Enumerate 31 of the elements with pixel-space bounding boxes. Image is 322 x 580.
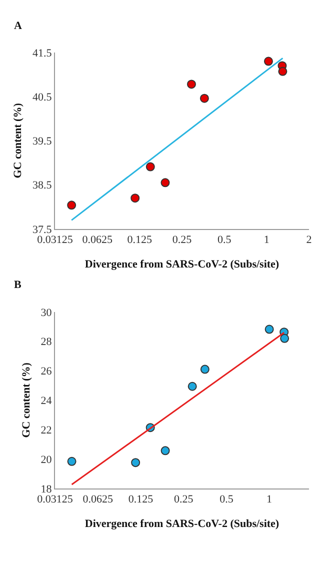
x-tick-label: 0.5 bbox=[220, 494, 234, 506]
y-tick-label: 30 bbox=[40, 306, 52, 319]
y-tick-label: 22 bbox=[40, 424, 52, 436]
y-tick-label: 18 bbox=[40, 483, 52, 496]
x-tick-label: 2 bbox=[306, 234, 312, 246]
x-tick-label: 0.0625 bbox=[82, 234, 113, 246]
y-axis-title: GC content (%) bbox=[12, 102, 24, 178]
x-tick-label: 0.25 bbox=[174, 494, 194, 506]
chart-title: B bbox=[14, 279, 22, 291]
x-tick-label: 0.03125 bbox=[37, 494, 74, 506]
x-tick-label: 0.125 bbox=[128, 494, 154, 506]
y-tick-label: 24 bbox=[40, 395, 52, 408]
y-axis-title: GC content (%) bbox=[20, 362, 32, 438]
y-tick-label: 40.5 bbox=[32, 91, 52, 104]
x-tick-label: 0.5 bbox=[217, 234, 232, 246]
x-tick-label: 0.25 bbox=[172, 234, 192, 246]
y-tick-label: 28 bbox=[40, 336, 52, 348]
x-tick-label: 0.125 bbox=[127, 234, 153, 246]
x-tick-label: 0.0625 bbox=[82, 494, 114, 506]
x-axis-title: Divergence from SARS-CoV-2 (Subs/site) bbox=[84, 518, 280, 530]
y-tick-label: 20 bbox=[40, 454, 52, 466]
x-tick-label: 1 bbox=[266, 494, 272, 506]
y-tick-label: 39.5 bbox=[32, 136, 52, 148]
y-tick-label: 38.5 bbox=[32, 180, 52, 192]
x-tick-label: 0.03125 bbox=[37, 234, 74, 246]
y-tick-label: 26 bbox=[40, 366, 52, 378]
x-axis-title: Divergence from SARS-CoV-2 (Subs/site) bbox=[84, 258, 280, 270]
chart-title: A bbox=[14, 20, 22, 32]
y-tick-label: 41.5 bbox=[32, 47, 52, 60]
y-tick-label: 37.5 bbox=[32, 224, 52, 236]
x-tick-label: 1 bbox=[264, 234, 270, 246]
